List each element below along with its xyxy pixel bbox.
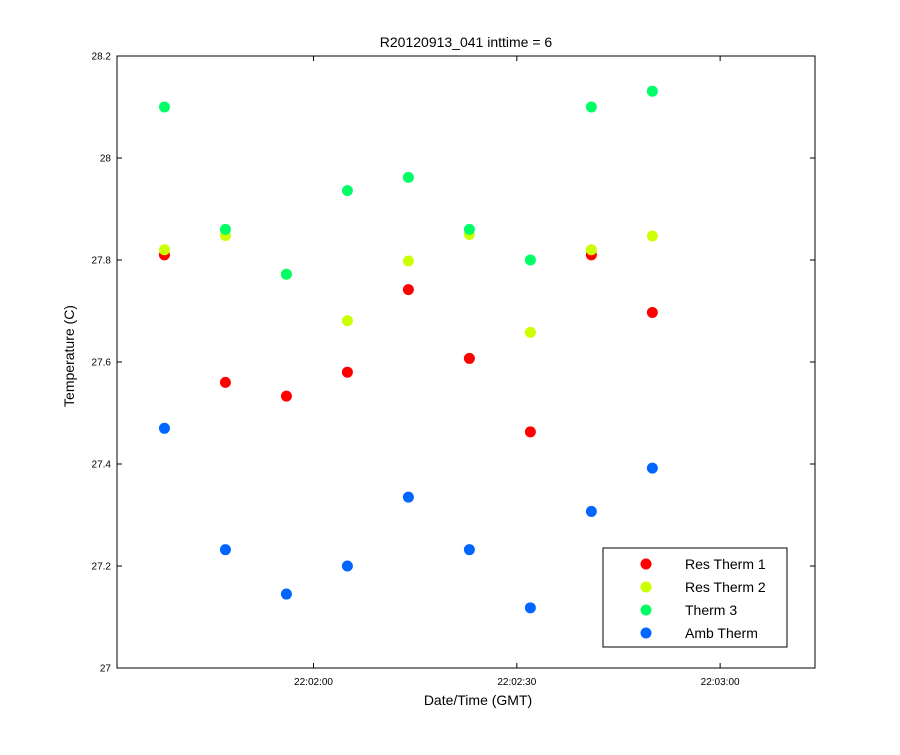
data-point-amb-therm [280,588,292,600]
data-point-res-therm-1 [219,376,231,388]
y-tick-label: 28.2 [92,52,112,63]
legend-label-therm-3: Therm 3 [685,602,737,618]
data-point-res-therm-1 [463,352,475,364]
data-point-res-therm-1 [646,307,658,319]
legend-marker-therm-3 [640,604,652,616]
data-point-amb-therm [219,544,231,556]
legend-label-amb-therm: Amb Therm [685,625,758,641]
x-tick-label: 22:02:30 [497,677,536,688]
y-axis-label: Temperature (C) [61,305,77,407]
data-point-amb-therm [463,544,475,556]
y-tick-label: 27.8 [92,256,112,267]
data-point-res-therm-1 [341,366,353,378]
data-point-res-therm-2 [158,244,170,256]
data-point-amb-therm [524,602,536,614]
data-point-therm-3 [280,268,292,280]
data-point-therm-3 [158,101,170,113]
data-point-amb-therm [402,491,414,503]
data-point-therm-3 [524,254,536,266]
legend-label-res-therm-2: Res Therm 2 [685,579,766,595]
legend-label-res-therm-1: Res Therm 1 [685,556,766,572]
legend-marker-res-therm-2 [640,581,652,593]
chart-title: R20120913_041 inttime = 6 [380,34,553,50]
legend-marker-res-therm-1 [640,558,652,570]
data-point-therm-3 [585,101,597,113]
legend: Res Therm 1 Res Therm 2 Therm 3 Amb Ther… [602,547,788,648]
data-point-amb-therm [158,422,170,434]
y-tick-label: 28 [100,154,112,165]
axis-ticks: 27 27.2 27.4 27.6 27.8 28 28.2 22:02:00 22:02:30… [92,52,815,688]
x-axis-label: Date/Time (GMT) [424,692,532,708]
data-point-res-therm-2 [402,255,414,267]
data-point-therm-3 [341,185,353,197]
series-therm-3 [158,85,658,280]
data-point-therm-3 [646,85,658,97]
data-point-amb-therm [341,560,353,572]
data-point-amb-therm [646,462,658,474]
series-amb-therm [158,422,658,614]
y-tick-label: 27 [100,664,112,675]
data-point-therm-3 [463,223,475,235]
data-points [158,85,658,614]
data-point-res-therm-1 [280,390,292,402]
y-tick-label: 27.6 [92,358,112,369]
data-point-therm-3 [402,171,414,183]
data-point-res-therm-1 [524,426,536,438]
data-point-res-therm-2 [646,230,658,242]
data-point-res-therm-2 [524,326,536,338]
x-tick-label: 22:03:00 [701,677,740,688]
legend-box [602,547,788,648]
data-point-amb-therm [585,505,597,517]
data-point-res-therm-2 [341,315,353,327]
legend-marker-amb-therm [640,627,652,639]
data-point-res-therm-1 [402,284,414,296]
y-tick-label: 27.2 [92,562,112,573]
x-tick-label: 22:02:00 [294,677,333,688]
data-point-therm-3 [219,223,231,235]
y-tick-label: 27.4 [92,460,112,471]
series-res-therm-1 [158,249,658,438]
data-point-res-therm-2 [585,244,597,256]
